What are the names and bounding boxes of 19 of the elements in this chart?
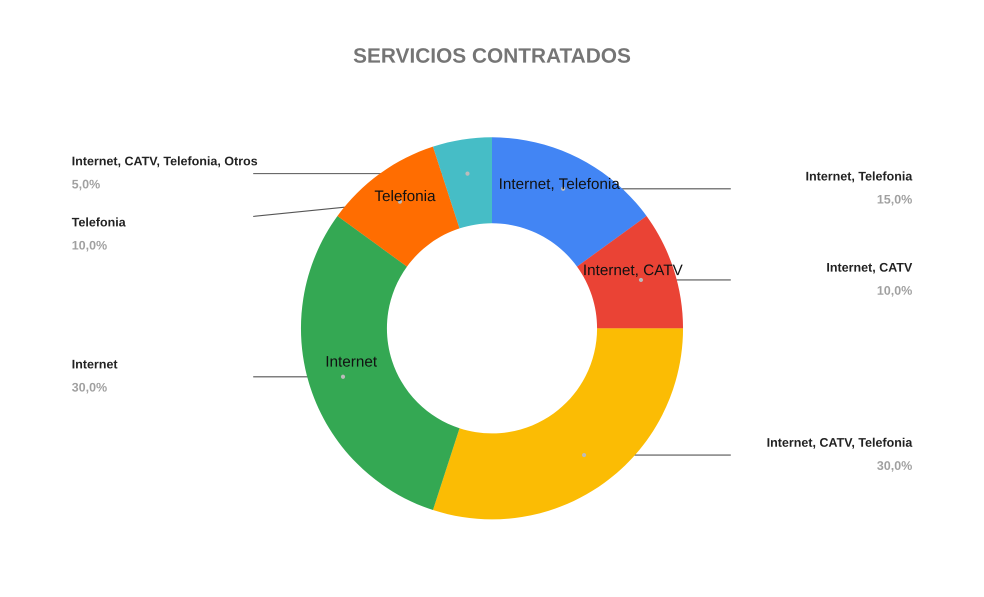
donut-slice: [432, 328, 684, 520]
data-label: 10,0%: [878, 286, 912, 297]
slice-label: Internet, CATV, Telefonia: [767, 438, 912, 449]
data-label: 5,0%: [72, 180, 100, 190]
donut-slice: [300, 216, 460, 510]
slice-label: Internet, CATV: [827, 262, 912, 274]
data-label: 30,0%: [72, 382, 107, 394]
data-label: 30,0%: [877, 461, 912, 472]
donut-slice: [337, 146, 460, 267]
data-label: 15,0%: [878, 194, 912, 206]
slice-label: Internet: [72, 360, 118, 369]
slice-label: Internet, Telefonia: [806, 171, 912, 182]
slice-label: Internet: [326, 356, 377, 367]
donut-slice: [577, 216, 684, 328]
slice-label: Telefonia: [374, 190, 436, 202]
slice-label: Internet, CATV, Telefonia, Otros: [72, 156, 258, 168]
data-label: 10,0%: [72, 240, 107, 252]
slice-label: Telefonia: [72, 217, 126, 227]
chart-title: SERVICIOS CONTRATADOS: [354, 48, 630, 63]
